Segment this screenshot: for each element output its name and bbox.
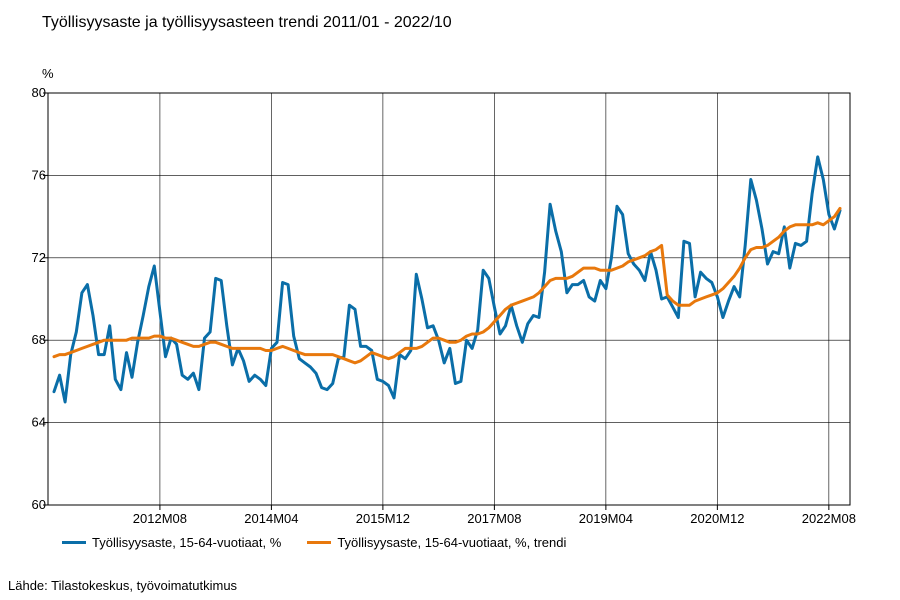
source-note: Lähde: Tilastokeskus, työvoimatutkimus <box>8 578 237 593</box>
x-tick-label: 2014M04 <box>244 511 298 526</box>
legend-item-employment-rate-trend: Työllisyysaste, 15-64-vuotiaat, %, trend… <box>307 535 566 550</box>
y-tick-label: 60 <box>32 497 46 512</box>
y-tick-label: 72 <box>32 250 46 265</box>
legend-label-employment-rate-trend: Työllisyysaste, 15-64-vuotiaat, %, trend… <box>337 535 566 550</box>
series-line-employment-rate-trend <box>54 208 840 363</box>
x-tick-label: 2017M08 <box>467 511 521 526</box>
y-tick-label: 76 <box>32 167 46 182</box>
y-tick-label: 80 <box>32 85 46 100</box>
x-tick-label: 2020M12 <box>690 511 744 526</box>
legend-item-employment-rate: Työllisyysaste, 15-64-vuotiaat, % <box>62 535 281 550</box>
legend-swatch-employment-rate <box>62 541 86 544</box>
series-line-employment-rate <box>54 157 840 402</box>
x-tick-label: 2015M12 <box>356 511 410 526</box>
x-tick-label: 2022M08 <box>802 511 856 526</box>
legend-swatch-employment-rate-trend <box>307 541 331 544</box>
legend-label-employment-rate: Työllisyysaste, 15-64-vuotiaat, % <box>92 535 281 550</box>
x-tick-label: 2012M08 <box>133 511 187 526</box>
y-tick-label: 68 <box>32 332 46 347</box>
y-tick-label: 64 <box>32 415 46 430</box>
x-tick-label: 2019M04 <box>579 511 633 526</box>
legend: Työllisyysaste, 15-64-vuotiaat, % Työlli… <box>62 535 592 550</box>
